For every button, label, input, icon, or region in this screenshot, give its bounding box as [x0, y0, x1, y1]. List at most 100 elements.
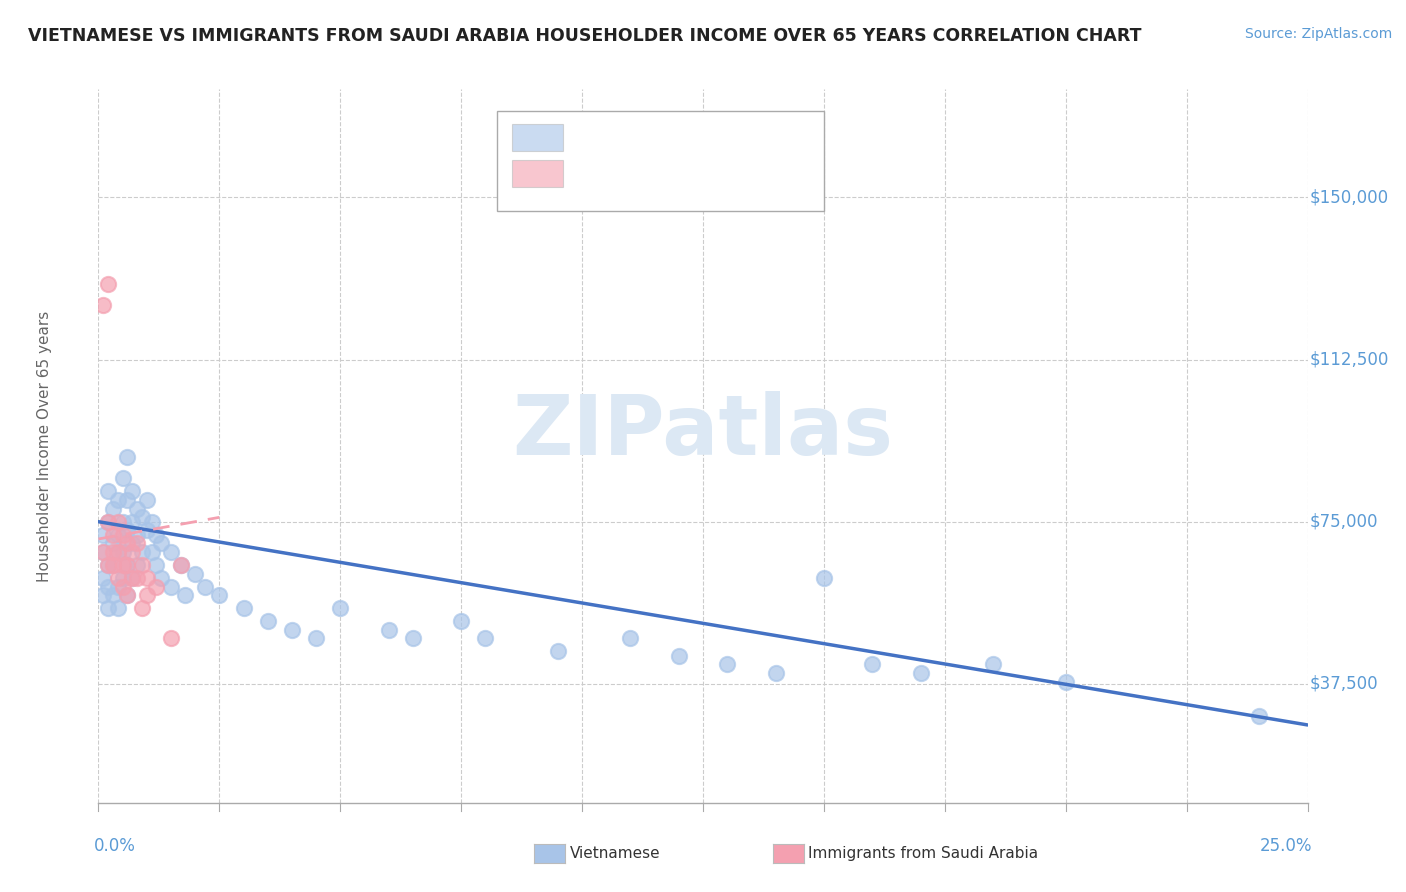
Text: N = 71: N = 71: [709, 128, 766, 143]
Point: [111, 580, 134, 594]
Point: [97, 515, 120, 529]
Point: [97, 277, 120, 291]
Point: [145, 527, 167, 541]
Text: VIETNAMESE VS IMMIGRANTS FROM SAUDI ARABIA HOUSEHOLDER INCOME OVER 65 YEARS CORR: VIETNAMESE VS IMMIGRANTS FROM SAUDI ARAB…: [28, 27, 1142, 45]
FancyBboxPatch shape: [498, 111, 824, 211]
Point: [117, 558, 139, 572]
Point: [377, 623, 399, 637]
FancyBboxPatch shape: [512, 160, 562, 187]
Point: [910, 666, 932, 681]
Point: [474, 632, 496, 646]
Point: [232, 601, 254, 615]
Point: [107, 545, 129, 559]
Point: [131, 601, 153, 615]
Point: [91, 545, 114, 559]
Point: [169, 558, 191, 572]
Point: [169, 558, 191, 572]
Point: [107, 493, 129, 508]
Point: [160, 545, 183, 559]
Point: [101, 527, 124, 541]
Point: [281, 623, 304, 637]
Text: Immigrants from Saudi Arabia: Immigrants from Saudi Arabia: [808, 847, 1039, 861]
Text: Source: ZipAtlas.com: Source: ZipAtlas.com: [1244, 27, 1392, 41]
Point: [135, 524, 157, 538]
Point: [127, 571, 149, 585]
Point: [141, 515, 163, 529]
Point: [117, 588, 139, 602]
Point: [194, 580, 217, 594]
Point: [97, 558, 120, 572]
Point: [107, 545, 129, 559]
Text: R = -0.374: R = -0.374: [576, 128, 672, 143]
Point: [97, 558, 120, 572]
Point: [107, 515, 129, 529]
Point: [97, 601, 120, 615]
Point: [121, 536, 143, 550]
Point: [184, 566, 207, 581]
Point: [107, 571, 129, 585]
Point: [127, 558, 149, 572]
Point: [101, 588, 124, 602]
Point: [127, 536, 149, 550]
Point: [107, 601, 129, 615]
Text: ZIPatlas: ZIPatlas: [513, 392, 893, 472]
Point: [111, 527, 134, 541]
Point: [121, 515, 143, 529]
Point: [91, 571, 114, 585]
Point: [91, 545, 114, 559]
Point: [160, 580, 183, 594]
Point: [160, 632, 183, 646]
Point: [329, 601, 352, 615]
Point: [107, 580, 129, 594]
Point: [981, 657, 1004, 672]
Point: [91, 298, 114, 312]
Point: [150, 571, 173, 585]
Point: [121, 545, 143, 559]
Point: [111, 571, 134, 585]
Point: [127, 527, 149, 541]
Point: [135, 588, 157, 602]
Point: [117, 588, 139, 602]
Point: [117, 558, 139, 572]
Point: [111, 515, 134, 529]
Point: [145, 558, 167, 572]
Point: [450, 614, 472, 628]
Point: [208, 588, 231, 602]
Point: [111, 558, 134, 572]
Point: [860, 657, 883, 672]
Point: [97, 515, 120, 529]
Point: [107, 527, 129, 541]
Point: [121, 484, 143, 499]
Point: [619, 632, 641, 646]
Point: [117, 536, 139, 550]
Point: [174, 588, 197, 602]
Point: [141, 545, 163, 559]
Text: $37,500: $37,500: [1310, 675, 1379, 693]
Point: [135, 571, 157, 585]
Point: [97, 484, 120, 499]
Point: [101, 501, 124, 516]
Point: [111, 471, 134, 485]
Point: [101, 558, 124, 572]
Text: R =  0.008: R = 0.008: [576, 164, 672, 178]
Point: [305, 632, 328, 646]
Point: [1054, 674, 1077, 689]
Text: Householder Income Over 65 years: Householder Income Over 65 years: [37, 310, 52, 582]
Point: [145, 580, 167, 594]
Point: [117, 450, 139, 464]
Point: [101, 536, 124, 550]
Text: $112,500: $112,500: [1310, 351, 1389, 368]
FancyBboxPatch shape: [512, 124, 562, 152]
Text: $150,000: $150,000: [1310, 188, 1389, 206]
Point: [91, 527, 114, 541]
Text: Vietnamese: Vietnamese: [569, 847, 659, 861]
Point: [256, 614, 278, 628]
Point: [117, 524, 139, 538]
Point: [131, 545, 153, 559]
Text: N = 28: N = 28: [709, 164, 766, 178]
Point: [668, 648, 690, 663]
Text: 25.0%: 25.0%: [1260, 838, 1312, 855]
Point: [402, 632, 425, 646]
Point: [121, 571, 143, 585]
Point: [91, 588, 114, 602]
